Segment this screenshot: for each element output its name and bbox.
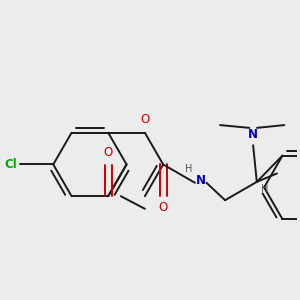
Text: O: O bbox=[103, 146, 113, 159]
Text: N: N bbox=[248, 128, 258, 141]
Text: H: H bbox=[261, 184, 268, 194]
Text: Cl: Cl bbox=[4, 158, 17, 171]
Text: O: O bbox=[159, 201, 168, 214]
Text: H: H bbox=[185, 164, 192, 174]
Text: O: O bbox=[141, 113, 150, 126]
Text: N: N bbox=[196, 174, 206, 187]
